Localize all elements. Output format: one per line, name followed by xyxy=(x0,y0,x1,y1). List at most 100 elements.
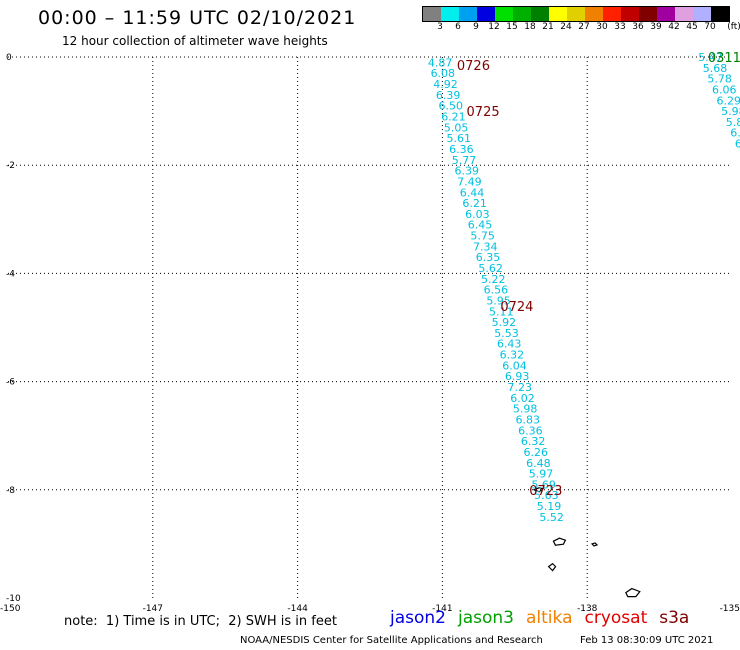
pass-time-label: 0725 xyxy=(467,105,500,120)
swh-value-west: 6.44 xyxy=(460,186,485,199)
lat-tick-label: -2 xyxy=(6,161,15,171)
legend-swatch xyxy=(459,7,477,21)
lon-tick-label: -147 xyxy=(143,604,163,614)
lat-tick-label: -4 xyxy=(6,269,15,279)
legend-tick-label: 45 xyxy=(686,22,698,32)
swh-value-west: 5.22 xyxy=(481,273,506,286)
swh-value-west: 6.50 xyxy=(439,100,464,113)
swh-value-east: 6.06 xyxy=(712,83,737,96)
satellite-s3a: s3a xyxy=(659,608,690,628)
island-outline xyxy=(625,587,641,598)
legend-tick-label: 33 xyxy=(614,22,626,32)
swh-value-west: 6.03 xyxy=(465,208,490,221)
lon-tick-label: -135 xyxy=(720,604,740,614)
legend-tick-label: 3 xyxy=(437,22,443,32)
legend-tick-label: 42 xyxy=(668,22,680,32)
legend-tick-label: 9 xyxy=(473,22,479,32)
legend-swatch xyxy=(693,7,711,21)
legend-swatch xyxy=(675,7,693,21)
legend-tick-label: 6 xyxy=(455,22,461,32)
swh-value-east: 5.98 xyxy=(721,105,740,118)
swh-value-west: 6.32 xyxy=(521,435,546,448)
swh-value-west: 6.48 xyxy=(526,457,551,470)
swh-value-west: 6.21 xyxy=(462,197,487,210)
lon-tick-label: -138 xyxy=(577,604,598,614)
swh-value-west: 5.77 xyxy=(452,154,477,167)
swh-value-west: 6.43 xyxy=(497,338,522,351)
swh-value-east: 6.26 xyxy=(735,138,740,151)
swh-value-west: 6.32 xyxy=(500,349,525,362)
swh-value-west: 6.26 xyxy=(523,446,548,459)
swh-value-west: 5.95 xyxy=(486,294,511,307)
swh-value-west: 6.21 xyxy=(441,111,466,124)
pass-time-label: 0724 xyxy=(500,300,533,315)
swh-value-west: 5.19 xyxy=(537,500,562,513)
axis-labels: -150 -147 -144 -141 -138 -135 0 -2 -4 -6 -8 -10 xyxy=(0,53,740,614)
island-outline xyxy=(590,542,599,547)
swh-value-west: 6.08 xyxy=(431,67,456,80)
map-title: 00:00 – 11:59 UTC 02/10/2021 xyxy=(38,7,357,29)
legend-swatch xyxy=(441,7,459,21)
swh-value-east: 6.29 xyxy=(717,94,740,107)
legend-swatch xyxy=(639,7,657,21)
island-outline xyxy=(547,562,557,572)
legend-swatch xyxy=(585,7,603,21)
swh-value-west: 6.35 xyxy=(476,251,501,264)
legend-swatch xyxy=(513,7,531,21)
swh-value-east: 6.63 xyxy=(730,127,740,140)
legend-tick-label: 36 xyxy=(632,22,644,32)
pass-time-labels: 0726072507240723031103 xyxy=(457,51,740,499)
legend-tick-label: 12 xyxy=(488,22,500,32)
legend-swatch xyxy=(531,7,549,21)
legend-swatch xyxy=(477,7,495,21)
pass-time-label: 0311 xyxy=(708,51,740,66)
swh-value-west: 5.52 xyxy=(539,511,564,524)
swh-value-west: 5.75 xyxy=(470,230,495,243)
satellite-jason3: jason3 xyxy=(458,608,514,628)
swh-value-west: 4.92 xyxy=(433,78,458,91)
lon-tick-label: -150 xyxy=(0,604,21,614)
legend-tick-label: 70 xyxy=(704,22,716,32)
lat-tick-label: -6 xyxy=(6,378,15,388)
island-outline xyxy=(532,487,545,493)
swh-value-east: 5.47 xyxy=(698,51,723,64)
legend-swatch xyxy=(495,7,513,21)
legend-tick-label: 30 xyxy=(596,22,608,32)
footer-note: note: 1) Time is in UTC; 2) SWH is in fe… xyxy=(64,614,337,629)
credit-line: NOAA/NESDIS Center for Satellite Applica… xyxy=(240,635,543,646)
legend-swatch xyxy=(657,7,675,21)
swh-value-west: 5.11 xyxy=(489,305,513,318)
swh-value-east: 5.84 xyxy=(726,116,740,129)
swh-value-east: 5.68 xyxy=(703,62,728,75)
swh-value-west: 5.05 xyxy=(444,121,469,134)
legend-swatch xyxy=(549,7,567,21)
island-outlines xyxy=(532,487,641,598)
satellite-legend: jason2 jason3 altika cryosat s3a xyxy=(390,608,701,628)
swh-value-west: 7.23 xyxy=(508,381,533,394)
legend-swatch xyxy=(711,7,729,21)
swh-value-west: 6.04 xyxy=(502,359,527,372)
swh-value-west: 5.63 xyxy=(534,489,559,502)
lat-lon-grid xyxy=(8,56,732,598)
swh-value-west: 5.61 xyxy=(447,132,472,145)
legend-tick-label: 21 xyxy=(542,22,554,32)
island-outline xyxy=(552,537,567,546)
lon-tick-label: -141 xyxy=(432,604,452,614)
swh-value-east: 5.78 xyxy=(707,73,732,86)
lat-tick-label: -8 xyxy=(6,486,15,496)
swh-value-west: 6.56 xyxy=(484,284,509,297)
legend-swatch xyxy=(423,7,441,21)
swh-value-west: 5.98 xyxy=(513,403,538,416)
legend-swatch xyxy=(603,7,621,21)
generated-timestamp: Feb 13 08:30:09 UTC 2021 xyxy=(580,635,714,646)
legend-tick-label: 15 xyxy=(506,22,518,32)
swh-value-west: 7.34 xyxy=(473,240,498,253)
altimeter-track-west: 4.876.084.926.396.506.215.055.616.365.77… xyxy=(428,56,564,523)
swh-value-west: 5.69 xyxy=(531,478,556,491)
swh-value-west: 5.92 xyxy=(492,316,516,329)
swh-value-west: 5.97 xyxy=(529,468,554,481)
legend-tick-label: 39 xyxy=(650,22,662,32)
satellite-cryosat: cryosat xyxy=(584,608,648,628)
